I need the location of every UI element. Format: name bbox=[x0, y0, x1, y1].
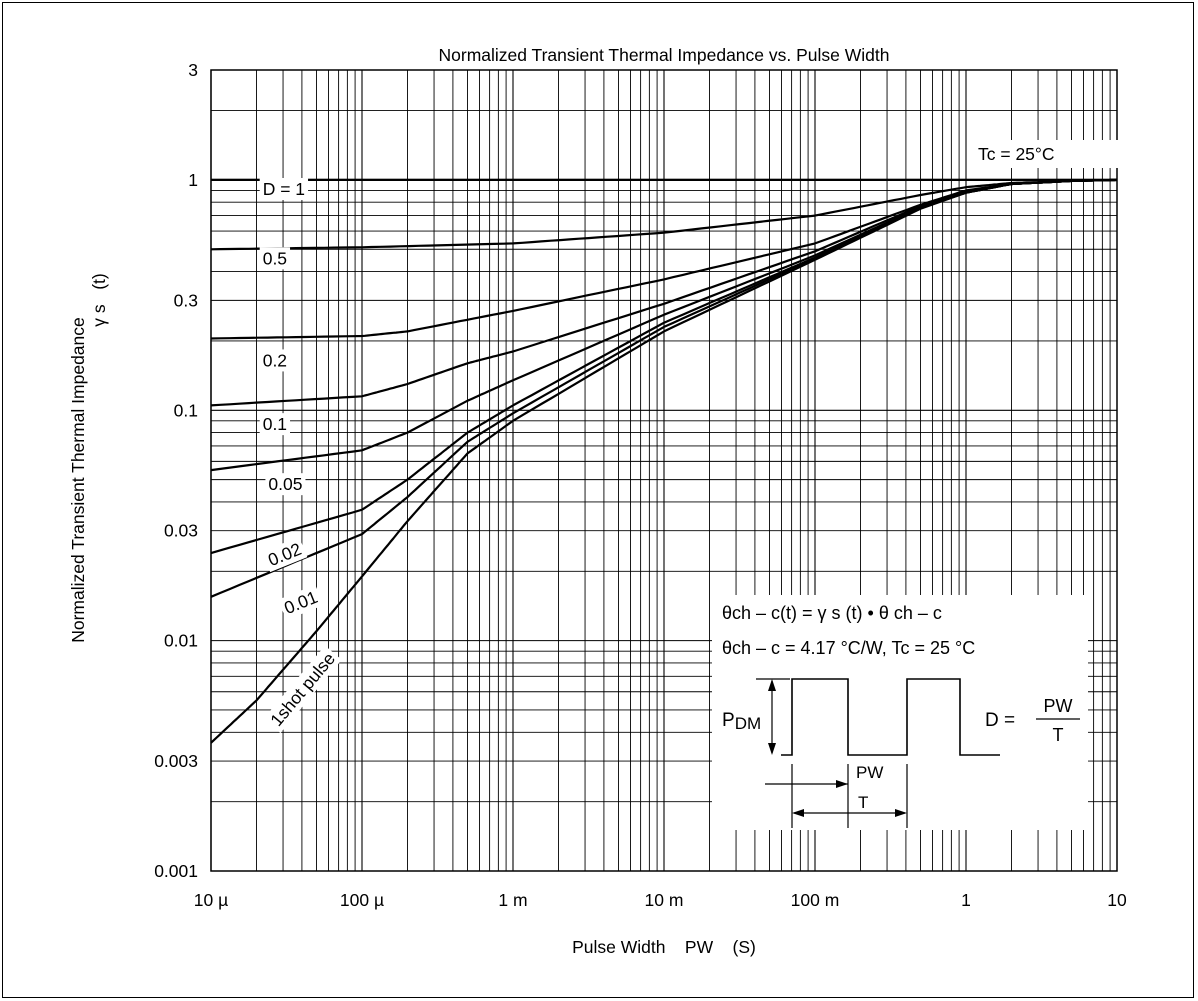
condition-label: Tc = 25°C bbox=[978, 144, 1055, 164]
y-tick-labels: 0.001 0.003 0.01 0.03 0.1 0.3 1 3 bbox=[154, 60, 198, 881]
duty-equation-lhs: D = bbox=[985, 710, 1015, 731]
y-axis-label-group: Normalized Transient Thermal Impedance bbox=[68, 317, 88, 643]
curve-label-text: 0.1 bbox=[263, 414, 287, 434]
x-tick-labels: 10 µ 100 µ 1 m 10 m 100 m 1 10 bbox=[194, 890, 1127, 910]
pulse-waveform bbox=[781, 678, 1000, 756]
formula-line-2: θch – c = 4.17 °C/W, Tc = 25 °C bbox=[722, 638, 975, 658]
curve-label-text: 0.2 bbox=[263, 350, 287, 370]
curve-label-text: 0.5 bbox=[263, 248, 287, 268]
inset-diagram: θch – c(t) = γ s (t) • θ ch – c θch – c … bbox=[722, 603, 1080, 828]
x-tick-label: 100 µ bbox=[340, 890, 384, 910]
y-tick-label: 1 bbox=[188, 170, 198, 190]
y-tick-label: 3 bbox=[188, 60, 198, 80]
chart-title: Normalized Transient Thermal Impedance v… bbox=[439, 45, 890, 65]
t-arrow-head-left bbox=[792, 809, 804, 817]
curve-label: 0.1 bbox=[259, 413, 291, 436]
x-tick-label: 10 µ bbox=[194, 890, 228, 910]
y-tick-label: 0.03 bbox=[164, 521, 198, 541]
curve-label-background bbox=[259, 413, 291, 436]
formula-line-1: θch – c(t) = γ s (t) • θ ch – c bbox=[722, 603, 942, 623]
pw-arrow-head bbox=[836, 780, 848, 788]
condition-label-background bbox=[972, 140, 1120, 168]
duty-denominator: T bbox=[1053, 725, 1064, 745]
curve-label-text: 0.05 bbox=[268, 474, 302, 494]
inset-background bbox=[712, 595, 1088, 830]
curve-label-text: D = 1 bbox=[263, 179, 305, 199]
curve-label-background bbox=[263, 645, 342, 733]
x-tick-label: 1 m bbox=[498, 890, 527, 910]
x-tick-label: 10 bbox=[1107, 890, 1127, 910]
curve-label: 0.2 bbox=[259, 349, 291, 372]
y-axis-symbol-group: γ s (t) bbox=[89, 273, 109, 326]
curve-label-background bbox=[259, 349, 291, 372]
curve-label-background bbox=[261, 536, 308, 573]
y-tick-label: 0.001 bbox=[154, 861, 198, 881]
curve-label-background bbox=[265, 473, 306, 496]
pw-label: PW bbox=[856, 763, 883, 782]
x-tick-label: 1 bbox=[961, 890, 971, 910]
curve-label-background bbox=[278, 584, 324, 621]
curve-label: 0.5 bbox=[259, 247, 291, 270]
y-tick-label: 0.3 bbox=[174, 290, 198, 310]
curve-label: 0.05 bbox=[265, 473, 306, 496]
x-axis-label: Pulse Width PW (S) bbox=[572, 937, 756, 957]
y-tick-label: 0.01 bbox=[164, 631, 198, 651]
x-tick-label: 10 m bbox=[645, 890, 684, 910]
x-tick-label: 100 m bbox=[791, 890, 840, 910]
curve-label: D = 1 bbox=[259, 178, 309, 201]
y-axis-label: Normalized Transient Thermal Impedance bbox=[68, 317, 88, 643]
pdm-arrow-head-top bbox=[768, 679, 776, 691]
pdm-label: PDM bbox=[722, 710, 761, 733]
t-label: T bbox=[858, 793, 868, 812]
curve-label-background bbox=[259, 247, 291, 270]
plot-area-border bbox=[210, 69, 1118, 872]
pdm-arrow-head-bottom bbox=[768, 743, 776, 755]
duty-numerator: PW bbox=[1044, 696, 1073, 716]
curve-line bbox=[210, 178, 1118, 744]
curve-label: 1shot pulse bbox=[263, 645, 342, 733]
t-arrow-head-right bbox=[895, 809, 907, 817]
y-tick-label: 0.1 bbox=[174, 400, 198, 420]
y-tick-label: 0.003 bbox=[154, 751, 198, 771]
curves bbox=[210, 178, 1118, 744]
y-axis-symbol: γ s (t) bbox=[89, 273, 109, 326]
curve-label-background bbox=[259, 178, 309, 201]
